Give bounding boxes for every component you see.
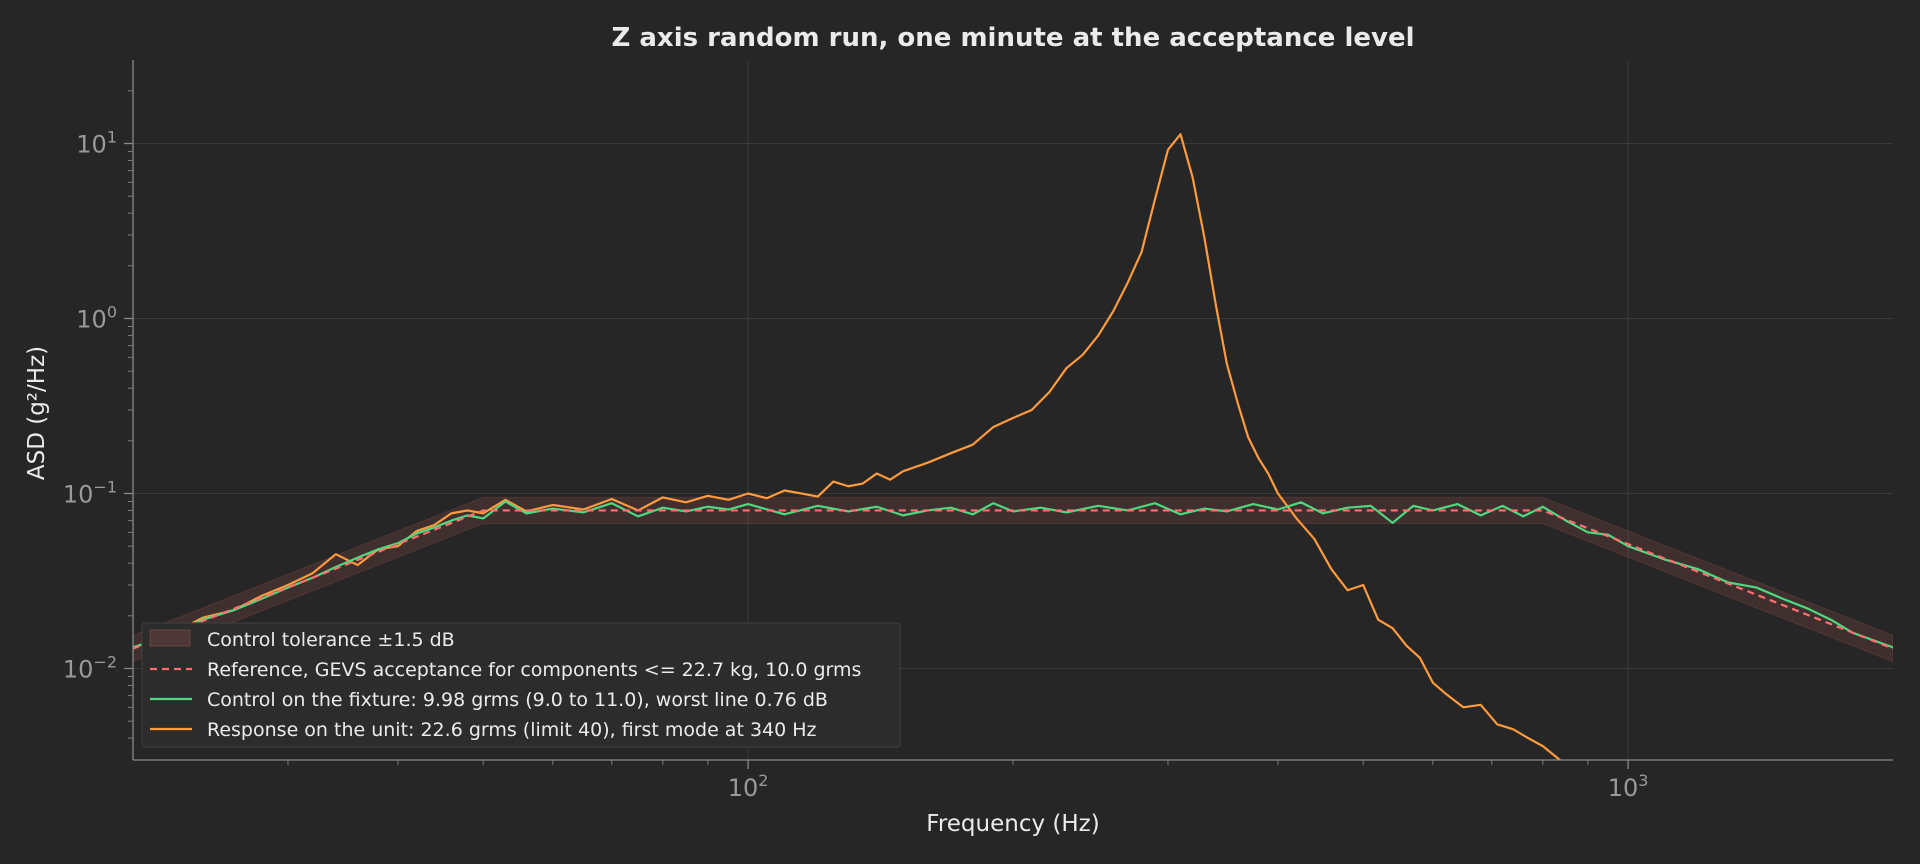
y-tick-label: 100 (76, 302, 117, 333)
legend-label-control: Control on the fixture: 9.98 grms (9.0 t… (207, 689, 828, 711)
chart-title: Z axis random run, one minute at the acc… (611, 23, 1414, 53)
tolerance-band-area (133, 496, 1893, 663)
legend-frame (141, 622, 901, 748)
x-tick-labels: 102 103 (728, 771, 1649, 802)
x-tick-label: 102 (728, 771, 769, 802)
y-tick-labels: 10−2 10−1 100 101 (63, 127, 117, 683)
series-layer (133, 133, 1893, 760)
reference-line (133, 509, 1893, 650)
x-axis-label: Frequency (Hz) (926, 811, 1099, 837)
x-tick-label: 103 (1608, 771, 1649, 802)
legend-label-tolerance: Control tolerance ±1.5 dB (207, 629, 455, 651)
legend-swatch-tolerance (149, 629, 191, 647)
legend: Control tolerance ±1.5 dB Reference, GEV… (141, 622, 901, 748)
tolerance-band (133, 496, 1893, 663)
y-tick-label: 10−1 (63, 477, 117, 508)
legend-label-response: Response on the unit: 22.6 grms (limit 4… (207, 719, 817, 741)
y-tick-label: 101 (76, 127, 117, 158)
response-line (133, 133, 1562, 760)
y-axis-label: ASD (g²/Hz) (24, 346, 50, 480)
axes (124, 60, 1893, 769)
y-tick-label: 10−2 (63, 652, 117, 683)
legend-label-reference: Reference, GEVS acceptance for component… (207, 659, 861, 681)
